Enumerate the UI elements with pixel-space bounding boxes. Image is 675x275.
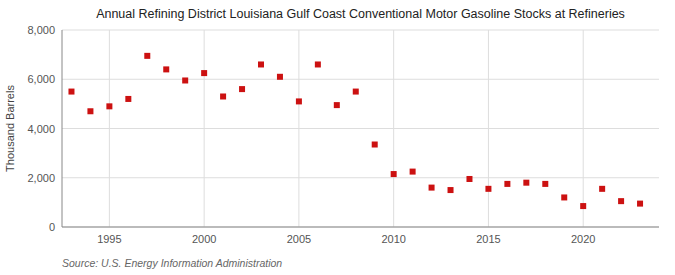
x-grid-line	[109, 30, 110, 227]
x-tick-label: 2000	[192, 233, 216, 245]
points	[68, 53, 643, 209]
y-tick-label: 0	[49, 221, 55, 233]
point	[599, 186, 605, 192]
y-axis-line	[62, 30, 63, 227]
point	[87, 108, 93, 114]
point	[637, 201, 643, 207]
point	[523, 180, 529, 186]
point	[618, 198, 624, 204]
x-tick-label: 2005	[287, 233, 311, 245]
point	[163, 66, 169, 72]
point	[504, 181, 510, 187]
point	[106, 103, 112, 109]
x-tick-label: 2020	[571, 233, 595, 245]
point	[144, 53, 150, 59]
point	[410, 169, 416, 175]
y-grid-line	[62, 30, 659, 31]
y-tick-label: 8,000	[27, 24, 55, 36]
x-tick-label: 2015	[476, 233, 500, 245]
point	[125, 96, 131, 102]
point	[580, 203, 586, 209]
y-tick-label: 4,000	[27, 123, 55, 135]
x-grid-line	[298, 30, 299, 227]
point	[353, 89, 359, 95]
y-grid-line	[62, 177, 659, 178]
y-tick-label: 6,000	[27, 73, 55, 85]
point	[391, 171, 397, 177]
y-grid-line	[62, 79, 659, 80]
point	[277, 74, 283, 80]
point	[429, 185, 435, 191]
y-grid-line	[62, 128, 659, 129]
point	[542, 181, 548, 187]
point	[372, 142, 378, 148]
point	[561, 194, 567, 200]
x-grid-line	[204, 30, 205, 227]
point	[315, 61, 321, 67]
chart: Annual Refining District Louisiana Gulf …	[0, 0, 675, 275]
point	[334, 102, 340, 108]
x-grid-line	[488, 30, 489, 227]
y-axis-label: Thousand Barrels	[4, 85, 16, 172]
point	[201, 70, 207, 76]
x-tick-label: 2010	[381, 233, 405, 245]
point	[448, 187, 454, 193]
y-tick-label: 2,000	[27, 172, 55, 184]
point	[485, 186, 491, 192]
point	[239, 86, 245, 92]
source: Source: U.S. Energy Information Administ…	[62, 257, 282, 269]
point	[182, 77, 188, 83]
y-grid-line	[62, 227, 659, 228]
point	[68, 89, 74, 95]
point	[466, 176, 472, 182]
point	[258, 61, 264, 67]
point	[220, 93, 226, 99]
x-grid-line	[393, 30, 394, 227]
x-tick-label: 1995	[97, 233, 121, 245]
grid	[62, 30, 659, 227]
point	[296, 98, 302, 104]
x-axis-line	[62, 227, 659, 228]
title: Annual Refining District Louisiana Gulf …	[96, 7, 625, 21]
x-grid-line	[583, 30, 584, 227]
